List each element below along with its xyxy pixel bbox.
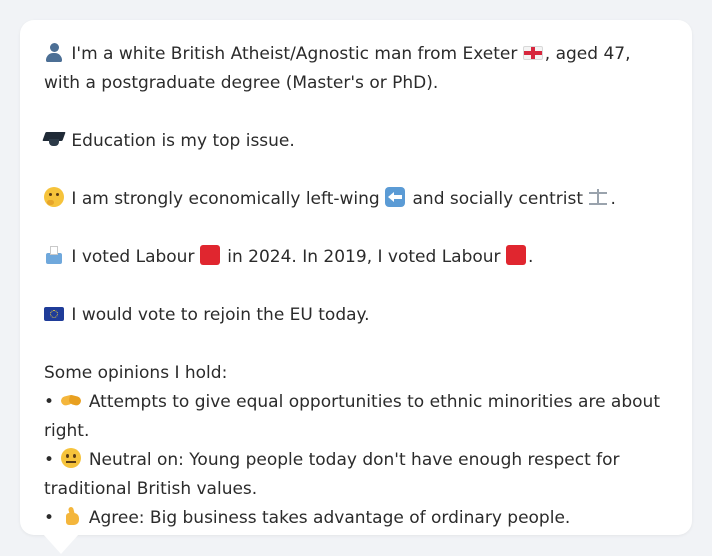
eu-text: I would vote to rejoin the EU today. (71, 305, 370, 325)
thinking-face-icon (44, 187, 64, 207)
profile-message-bubble: I'm a white British Atheist/Agnostic man… (20, 20, 692, 535)
bullet: • (44, 508, 55, 528)
scales-icon (588, 187, 608, 207)
opinion-text: Neutral on: Young people today don't hav… (44, 450, 620, 499)
england-flag-icon (522, 46, 543, 60)
education-text: Education is my top issue. (71, 131, 295, 151)
intro-line: I'm a white British Atheist/Agnostic man… (44, 40, 670, 98)
red-square-icon (199, 245, 220, 265)
voting-text-middle: in 2024. In 2019, I voted Labour (227, 247, 501, 267)
opinion-item: • Attempts to give equal opportunities t… (44, 388, 670, 446)
bullet: • (44, 450, 55, 470)
voting-text-end: . (527, 247, 534, 267)
graduation-cap-icon (44, 129, 64, 149)
education-line: Education is my top issue. (44, 127, 670, 156)
intro-text-continued: , aged 47, with a postgraduate degree (M… (44, 44, 631, 93)
opinions-section: Some opinions I hold: • Attempts to give… (44, 359, 670, 533)
bullet: • (44, 392, 55, 412)
politics-text-middle: and socially centrist (412, 189, 584, 209)
opinion-item: • Neutral on: Young people today don't h… (44, 446, 670, 504)
person-icon (44, 42, 64, 62)
thumbs-up-icon (61, 506, 81, 526)
left-arrow-icon (385, 187, 406, 207)
red-square-icon (505, 245, 526, 265)
politics-text-end: . (610, 189, 616, 209)
neutral-face-icon (61, 448, 82, 468)
voting-text-start: I voted Labour (71, 247, 195, 267)
opinion-text: Attempts to give equal opportunities to … (44, 392, 660, 441)
eu-flag-icon (44, 307, 64, 321)
politics-text-start: I am strongly economically left-wing (71, 189, 380, 209)
voting-line: I voted Labour in 2024. In 2019, I voted… (44, 243, 670, 272)
bubble-tail (43, 534, 79, 554)
opinions-heading: Some opinions I hold: (44, 363, 228, 383)
intro-text: I'm a white British Atheist/Agnostic man… (71, 44, 518, 64)
handshake-icon (61, 390, 81, 410)
ballot-box-icon (44, 245, 64, 265)
politics-line: I am strongly economically left-wing and… (44, 185, 670, 214)
opinion-text: Agree: Big business takes advantage of o… (88, 508, 571, 528)
opinion-item: • Agree: Big business takes advantage of… (44, 504, 670, 533)
eu-line: I would vote to rejoin the EU today. (44, 301, 670, 330)
